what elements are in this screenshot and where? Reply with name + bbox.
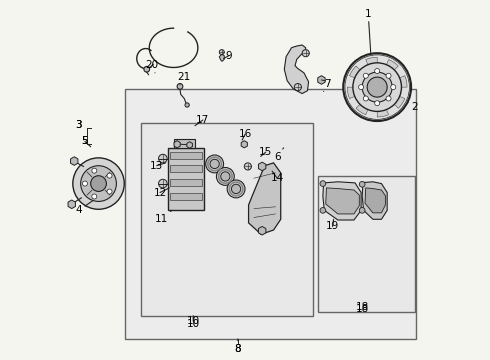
Text: 16: 16	[238, 129, 252, 140]
Circle shape	[92, 194, 97, 199]
Circle shape	[294, 84, 301, 91]
Circle shape	[367, 77, 387, 97]
Text: 21: 21	[177, 72, 190, 85]
Circle shape	[91, 176, 106, 192]
Circle shape	[107, 189, 112, 194]
Polygon shape	[258, 162, 266, 171]
Polygon shape	[248, 163, 281, 234]
Text: 12: 12	[153, 188, 169, 198]
Text: 1: 1	[365, 9, 371, 53]
Text: 2: 2	[408, 102, 418, 112]
Polygon shape	[284, 45, 309, 94]
Circle shape	[217, 167, 234, 185]
Polygon shape	[187, 142, 193, 148]
Polygon shape	[318, 76, 325, 84]
Circle shape	[359, 85, 364, 90]
Circle shape	[220, 172, 230, 181]
Polygon shape	[241, 141, 247, 148]
Polygon shape	[220, 54, 224, 62]
Text: 5: 5	[82, 136, 88, 147]
Circle shape	[320, 181, 326, 186]
Text: 5: 5	[82, 136, 91, 147]
Circle shape	[362, 72, 392, 102]
Polygon shape	[71, 157, 78, 165]
Bar	[170, 152, 202, 159]
Bar	[170, 193, 202, 200]
Circle shape	[92, 168, 97, 173]
Circle shape	[206, 155, 223, 173]
Text: 6: 6	[274, 148, 284, 162]
Circle shape	[391, 85, 396, 90]
Text: 15: 15	[259, 147, 272, 157]
Wedge shape	[377, 107, 389, 117]
Circle shape	[220, 50, 224, 55]
Text: 13: 13	[150, 161, 166, 171]
Bar	[125, 89, 416, 339]
Bar	[173, 139, 195, 148]
Text: 8: 8	[235, 339, 241, 354]
Circle shape	[81, 166, 117, 202]
Wedge shape	[349, 66, 362, 79]
Text: 7: 7	[323, 78, 331, 91]
Circle shape	[375, 101, 380, 106]
Polygon shape	[323, 182, 361, 220]
Circle shape	[82, 181, 88, 186]
Wedge shape	[347, 87, 357, 99]
Wedge shape	[397, 76, 407, 87]
Circle shape	[231, 184, 241, 194]
Circle shape	[359, 181, 365, 187]
Circle shape	[177, 84, 183, 89]
Circle shape	[375, 68, 380, 73]
Text: 10: 10	[187, 316, 200, 326]
Text: 18: 18	[356, 302, 369, 312]
Circle shape	[302, 50, 309, 57]
Circle shape	[386, 96, 391, 101]
Circle shape	[320, 207, 326, 213]
Circle shape	[144, 66, 149, 72]
Polygon shape	[174, 141, 180, 148]
Text: 20: 20	[145, 60, 158, 73]
Circle shape	[343, 53, 411, 121]
Text: 4: 4	[75, 201, 93, 215]
Bar	[170, 179, 202, 186]
Circle shape	[185, 103, 189, 107]
Wedge shape	[392, 95, 405, 108]
Text: 9: 9	[223, 51, 232, 61]
Circle shape	[159, 179, 167, 188]
Circle shape	[159, 154, 167, 163]
Text: 8: 8	[235, 343, 241, 354]
Polygon shape	[326, 188, 359, 214]
Polygon shape	[365, 188, 386, 213]
Circle shape	[363, 96, 368, 101]
Circle shape	[107, 173, 112, 178]
Circle shape	[359, 207, 365, 213]
Circle shape	[73, 158, 124, 209]
Text: 17: 17	[195, 115, 209, 126]
Polygon shape	[362, 182, 387, 219]
Circle shape	[353, 63, 401, 111]
Text: 18: 18	[356, 304, 369, 314]
Text: 3: 3	[75, 120, 82, 130]
Circle shape	[245, 163, 251, 170]
Text: 14: 14	[270, 171, 284, 183]
Bar	[142, 123, 313, 316]
Text: 10: 10	[187, 319, 200, 329]
Circle shape	[386, 73, 391, 78]
Text: 3: 3	[75, 120, 82, 130]
Text: 19: 19	[326, 219, 339, 231]
Polygon shape	[68, 200, 75, 208]
Polygon shape	[258, 226, 266, 235]
Text: 11: 11	[155, 210, 172, 224]
Bar	[318, 176, 415, 312]
Wedge shape	[356, 102, 369, 115]
Circle shape	[227, 180, 245, 198]
Wedge shape	[385, 59, 398, 72]
Circle shape	[210, 159, 220, 168]
Wedge shape	[366, 57, 377, 67]
Bar	[170, 165, 202, 172]
Circle shape	[363, 73, 368, 78]
Bar	[168, 148, 204, 210]
